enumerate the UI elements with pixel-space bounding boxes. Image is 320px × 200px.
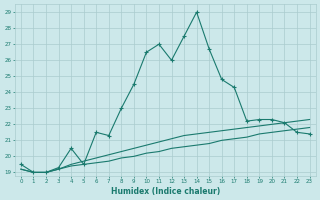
X-axis label: Humidex (Indice chaleur): Humidex (Indice chaleur) (111, 187, 220, 196)
